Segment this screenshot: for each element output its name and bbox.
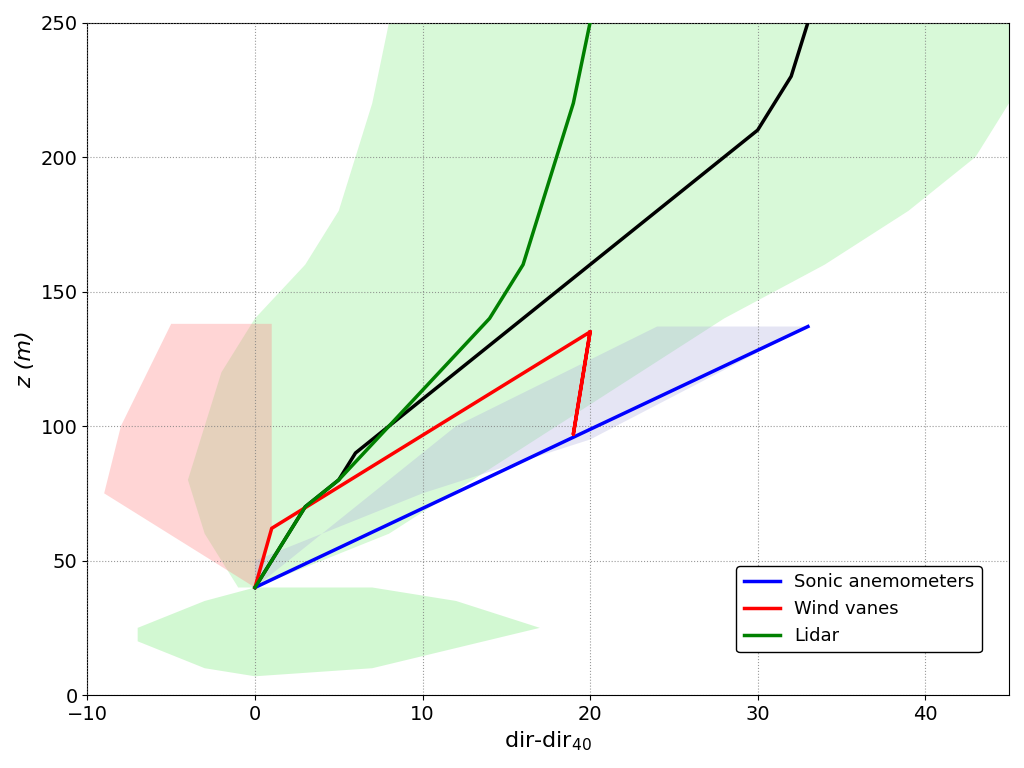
Lidar	[283, 529, 295, 538]
Wind vanes	[584, 327, 596, 336]
Sonic anemometers	[802, 322, 814, 331]
Lidar	[483, 314, 496, 323]
Sonic anemometers	[249, 583, 261, 592]
Polygon shape	[255, 326, 1009, 588]
Wind vanes	[584, 327, 596, 336]
Lidar	[265, 556, 278, 565]
Lidar	[249, 583, 261, 592]
X-axis label: dir-dir$_{40}$: dir-dir$_{40}$	[504, 730, 592, 753]
Line: Lidar: Lidar	[255, 22, 590, 588]
Lidar	[433, 368, 445, 377]
Line: Wind vanes: Wind vanes	[255, 332, 590, 588]
Lidar	[567, 98, 580, 108]
Y-axis label: z (m): z (m)	[15, 330, 35, 388]
Legend: Sonic anemometers, Wind vanes, Lidar: Sonic anemometers, Wind vanes, Lidar	[736, 566, 982, 653]
Lidar	[299, 502, 311, 511]
Polygon shape	[188, 22, 1009, 588]
Polygon shape	[104, 324, 271, 588]
Polygon shape	[137, 588, 540, 677]
Lidar	[551, 152, 563, 161]
Line: Sonic anemometers: Sonic anemometers	[255, 326, 808, 588]
Lidar	[333, 475, 345, 485]
Wind vanes	[249, 583, 261, 592]
Lidar	[383, 422, 395, 431]
Wind vanes	[567, 429, 580, 439]
Lidar	[584, 18, 596, 27]
Lidar	[517, 260, 529, 270]
Wind vanes	[265, 524, 278, 533]
Lidar	[534, 207, 546, 216]
